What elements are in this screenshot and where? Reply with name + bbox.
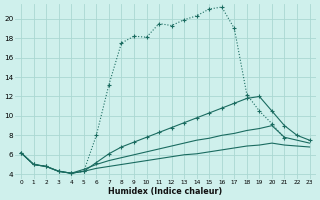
X-axis label: Humidex (Indice chaleur): Humidex (Indice chaleur)	[108, 187, 222, 196]
